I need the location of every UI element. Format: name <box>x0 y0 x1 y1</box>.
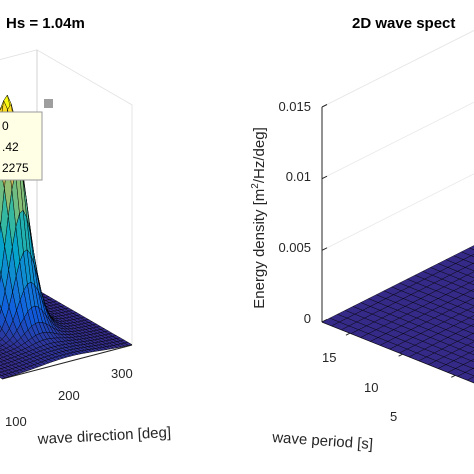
right-z-tick-label: 0.015 <box>278 99 311 114</box>
datatip-line: 0 <box>2 119 9 133</box>
right-z-gridline <box>321 173 474 251</box>
left-surface-cell <box>123 342 133 346</box>
right-y-axis-label: Energy density [m2/Hz/deg] <box>250 127 268 309</box>
left-x-axis-label: wave direction [deg] <box>36 424 171 448</box>
left-x-tick-label: 200 <box>58 388 80 403</box>
right-period-tick-mark <box>398 353 403 357</box>
right-surface-cell <box>460 317 474 326</box>
datatip-line: .42 <box>2 140 19 154</box>
right-period-tick-label: 10 <box>364 380 378 395</box>
right-z-tick-labels: 0.015 0.01 0.005 0 <box>278 99 311 326</box>
right-surface-cell <box>462 255 474 264</box>
right-surface-panel: 2D wave spect 0.015 0.01 0.005 0 15 10 5… <box>250 15 474 453</box>
right-surface-cell <box>468 280 474 286</box>
right-surface-cell <box>458 344 474 354</box>
left-x-tick-label: 300 <box>111 366 133 381</box>
left-x-tick-labels: 100 200 300 <box>5 366 133 429</box>
right-z-tick-mark <box>321 175 328 180</box>
right-z-tick-mark <box>321 104 328 108</box>
left-plot-title: Hs = 1.04m <box>6 15 85 32</box>
data-tip: 0 .42 2275 <box>0 99 53 181</box>
right-z-gridline <box>321 30 474 108</box>
datatip-line: 2275 <box>2 161 29 175</box>
right-z-tick-label: 0.005 <box>278 240 311 255</box>
right-surface-cell <box>468 350 474 356</box>
right-surface-cell <box>460 247 474 256</box>
right-z-tick-mark <box>321 247 328 251</box>
right-surface-cell <box>464 368 474 377</box>
right-surface-cell <box>470 254 474 258</box>
right-z-tick-label: 0.01 <box>286 169 311 184</box>
left-x-tick-label: 100 <box>5 414 27 429</box>
right-surface-cell <box>468 245 474 251</box>
right-z-tick-label: 0 <box>304 311 311 326</box>
right-surface-cell <box>470 289 474 293</box>
right-surface-cell <box>458 274 474 284</box>
right-surface-cell <box>460 352 474 361</box>
right-surface-cell <box>458 309 474 319</box>
right-surface-cell <box>462 360 474 369</box>
right-surface-cell <box>468 315 474 321</box>
right-surface-cell <box>470 359 474 363</box>
right-period-tick-mark <box>451 374 456 378</box>
left-axis-line <box>1 344 133 380</box>
left-surface-panel: Hs = 1.04m 100 200 300 wave direction [d… <box>0 15 171 448</box>
right-period-tick-label: 5 <box>390 409 397 424</box>
datatip-marker <box>44 99 53 108</box>
right-x-axis-label: wave period [s] <box>271 429 374 453</box>
right-z-gridline <box>321 101 474 180</box>
right-surface-cell <box>464 333 474 342</box>
right-surface-cell <box>470 324 474 328</box>
right-surface-cell <box>464 298 474 307</box>
right-surface-cell <box>464 263 474 272</box>
right-surface-cell <box>462 290 474 299</box>
right-surface-cell <box>462 325 474 334</box>
right-surface-plot <box>321 245 474 384</box>
right-period-tick-labels: 15 10 5 <box>322 350 397 424</box>
right-period-tick-mark <box>345 332 351 336</box>
right-plot-title: 2D wave spect <box>352 15 455 32</box>
right-period-tick-label: 15 <box>322 350 336 365</box>
right-surface-cell <box>460 282 474 291</box>
